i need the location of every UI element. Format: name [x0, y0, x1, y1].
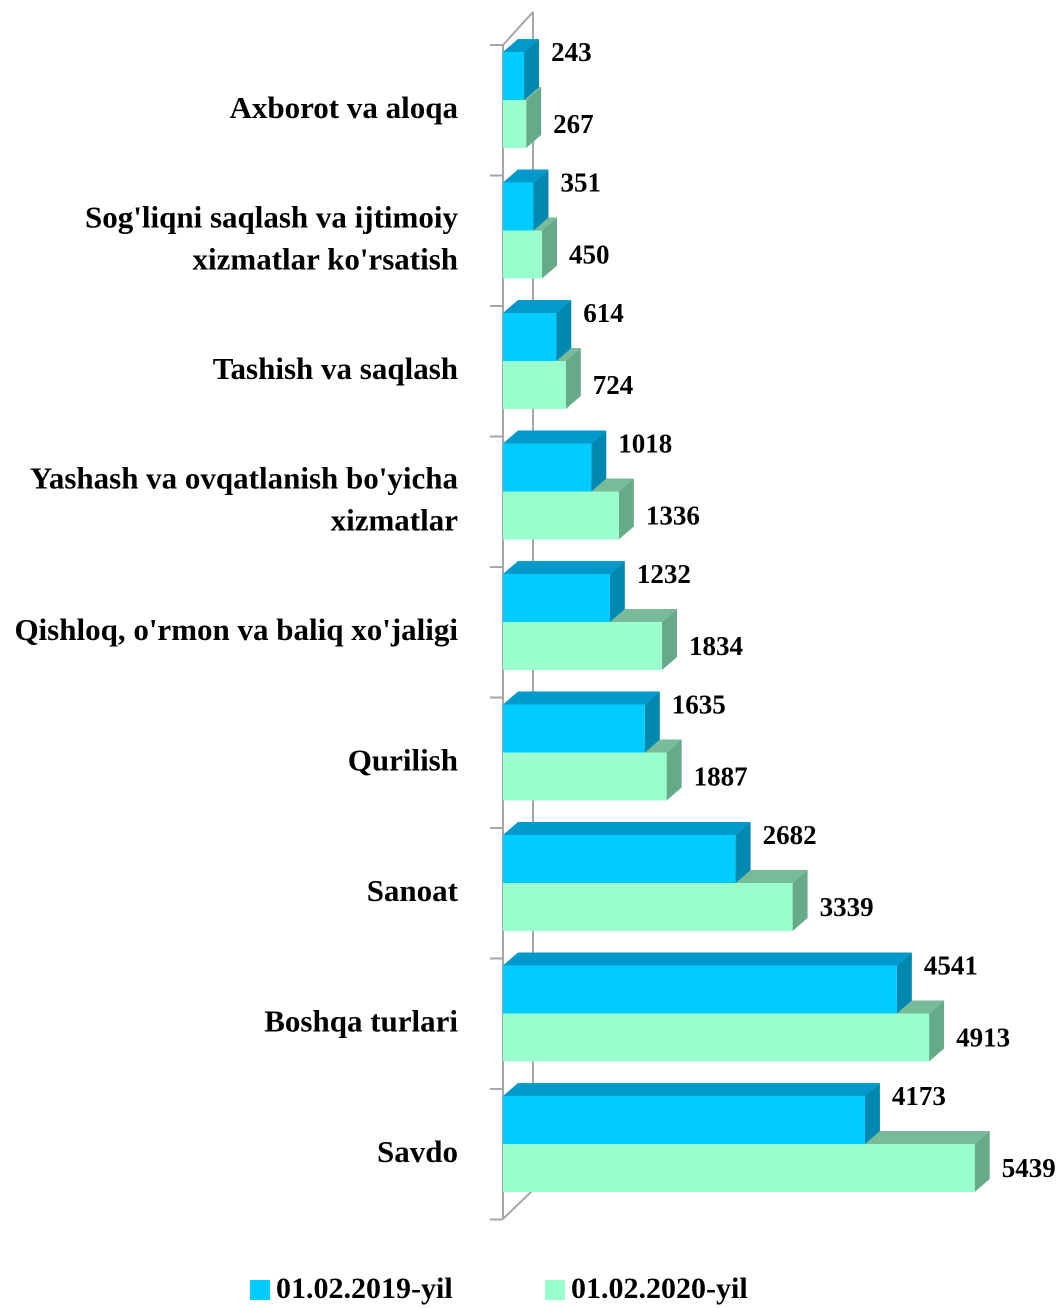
bar-front — [503, 574, 610, 622]
legend-label: 01.02.2020-yil — [571, 1272, 748, 1305]
value-label: 450 — [569, 240, 610, 270]
value-label: 1887 — [694, 762, 748, 792]
bar-top — [503, 691, 660, 705]
bar-side — [542, 217, 558, 279]
bar-front — [503, 52, 525, 100]
bar-front — [503, 182, 534, 231]
value-label: 2682 — [763, 820, 817, 850]
legend-swatch — [545, 1280, 565, 1300]
bar-front — [503, 230, 543, 279]
value-label: 4913 — [956, 1023, 1010, 1053]
bar-front — [503, 443, 592, 492]
bar — [503, 822, 751, 883]
bar-front — [503, 752, 667, 801]
bar-side — [609, 561, 625, 622]
axis-edge — [502, 11, 534, 46]
bar — [503, 348, 581, 409]
bar-front — [503, 622, 663, 670]
value-label: 1635 — [672, 690, 726, 720]
category-label: Sanoat — [367, 873, 459, 908]
bar — [503, 1083, 880, 1144]
category-label: Qurilish — [348, 743, 458, 778]
value-label: 351 — [560, 168, 601, 198]
bar-side — [864, 1083, 880, 1144]
bar-top — [503, 952, 912, 966]
bar-front — [503, 704, 645, 753]
bar-top — [503, 561, 625, 574]
value-label: 4541 — [924, 951, 978, 981]
bar-side — [896, 952, 912, 1014]
bar-top — [503, 169, 549, 183]
bar — [503, 300, 572, 361]
bar-side — [735, 822, 751, 883]
bar-side — [618, 478, 634, 540]
bar-side — [644, 691, 660, 753]
value-label: 1232 — [637, 559, 691, 589]
bar-front — [503, 361, 566, 409]
bar-side — [666, 739, 682, 801]
bar-front — [503, 313, 557, 361]
bar — [503, 952, 912, 1014]
bar-front — [503, 965, 897, 1014]
category-label: Yashash va ovqatlanish bo'yicha xizmatlar — [30, 461, 459, 538]
bar-side — [533, 169, 549, 231]
bar-top — [503, 300, 572, 313]
value-label: 5439 — [1002, 1153, 1056, 1183]
category-label: Tashish va saqlash — [213, 351, 458, 386]
bar-side — [929, 1000, 945, 1062]
bar — [503, 430, 607, 492]
bar-top — [503, 1083, 880, 1096]
bar-side — [526, 87, 542, 148]
value-label: 3339 — [820, 892, 874, 922]
category-label: Axborot va aloqa — [229, 90, 458, 125]
bar-front — [503, 100, 527, 148]
bar-side — [792, 870, 808, 931]
bar-side — [974, 1131, 990, 1192]
category-label: Savdo — [377, 1134, 458, 1169]
category-label: Qishloq, o'rmon va baliq xo'jaligi — [14, 612, 458, 647]
legend-swatch — [250, 1280, 270, 1300]
value-label: 724 — [593, 370, 634, 400]
bar — [503, 39, 540, 100]
bar-top — [503, 39, 540, 52]
axis-edge — [502, 1189, 534, 1220]
bar-front — [503, 491, 619, 540]
bar-side — [556, 300, 572, 361]
value-label: 1834 — [689, 631, 743, 661]
bar-front — [503, 1096, 865, 1144]
bar-side — [662, 609, 678, 670]
bar-side — [565, 348, 581, 409]
value-label: 1336 — [646, 501, 700, 531]
bar-top — [503, 430, 607, 444]
value-label: 4173 — [892, 1081, 946, 1111]
bar-front — [503, 835, 736, 883]
category-label: Boshqa turlari — [264, 1004, 458, 1039]
bar-side — [524, 39, 540, 100]
value-label: 267 — [553, 109, 594, 139]
bar-side — [591, 430, 607, 492]
value-label: 614 — [583, 298, 624, 328]
bar-top — [503, 822, 751, 835]
bar-front — [503, 883, 793, 931]
value-label: 1018 — [618, 429, 672, 459]
bar — [503, 691, 660, 753]
bar — [503, 169, 549, 231]
bar-front — [503, 1013, 930, 1062]
legend-label: 01.02.2019-yil — [276, 1272, 453, 1305]
bar-front — [503, 1144, 975, 1192]
category-label: Sog'liqni saqlash va ijtimoiy xizmatlar k… — [85, 200, 458, 277]
value-label: 243 — [551, 37, 592, 67]
bar — [503, 561, 625, 622]
